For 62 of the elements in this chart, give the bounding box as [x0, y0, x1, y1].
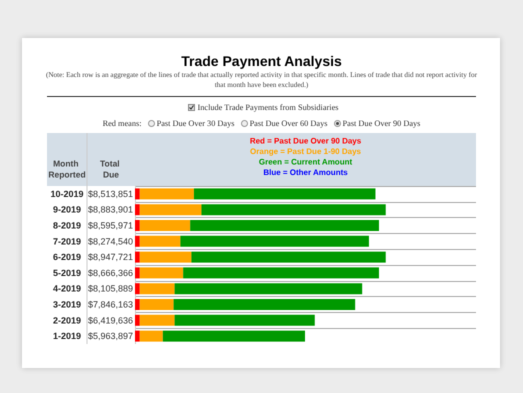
bar: [174, 283, 362, 294]
bar: [135, 236, 140, 247]
y2-tick-label: $8,274,540: [88, 236, 133, 246]
bar: [135, 330, 140, 342]
y-tick-label: 5-2019: [52, 268, 82, 278]
y2-tick-label: $8,666,366: [88, 268, 133, 278]
bar: [135, 267, 140, 278]
y2-tick-label: $6,419,636: [88, 315, 133, 326]
bar: [135, 188, 140, 200]
bar: [140, 299, 174, 310]
bar: [140, 252, 192, 263]
y-tick-label: 7-2019: [52, 236, 82, 246]
bar: [162, 330, 305, 342]
bar: [140, 314, 175, 326]
bar: [201, 204, 386, 216]
y-tick-label: 3-2019: [52, 300, 82, 310]
y2-tick-label: $8,947,721: [88, 252, 133, 262]
y2-tick-label: $8,883,901: [88, 204, 133, 215]
bar: [140, 267, 184, 278]
text: Past Due Over 30 Days: [156, 119, 236, 128]
bar: [174, 314, 315, 326]
y-tick-label: 9-2019: [52, 204, 82, 215]
y2-tick-label: $8,595,971: [88, 220, 133, 230]
bar: [140, 236, 180, 247]
y-tick-label: 6-2019: [52, 252, 82, 262]
y-tick-label: 8-2019: [52, 220, 82, 230]
bar: [135, 283, 140, 294]
bar: [135, 252, 140, 263]
y-axis-title: Month Reported: [48, 158, 86, 180]
y2-tick-label: $8,513,851: [88, 188, 133, 199]
y-tick-label: 10-2019: [50, 188, 84, 199]
y2-tick-label: $8,105,889: [88, 284, 133, 294]
text: Red = Past Due Over 90 Days: [250, 136, 362, 146]
text: Orange = Past Due 1-90 Days: [250, 147, 362, 156]
text: Past Due Over 90 Days: [342, 119, 420, 128]
y-tick-label: 1-2019: [52, 331, 82, 342]
bar: [140, 188, 194, 200]
bar: [135, 299, 140, 310]
bar: [190, 220, 379, 231]
bar: [140, 204, 202, 216]
bar: [183, 267, 379, 278]
y-tick-label: 4-2019: [52, 284, 82, 294]
bar: [191, 252, 386, 263]
bar: [194, 188, 376, 200]
y2-axis-title: Total Due: [100, 158, 122, 180]
bar: [180, 236, 369, 247]
text: Red means:: [102, 119, 143, 128]
text: Past Due Over 60 Days: [250, 119, 328, 128]
bar: [140, 330, 163, 342]
legend-label: Blue = Other Amounts: [263, 168, 348, 177]
y2-tick-label: $5,963,897: [88, 331, 133, 342]
y2-tick-label: $7,846,163: [88, 300, 133, 310]
bar: [135, 220, 140, 231]
bar: [140, 283, 175, 294]
bar: [135, 204, 140, 216]
bar: [135, 314, 140, 326]
bar: [174, 299, 356, 310]
chart-title: Trade Payment Analysis: [180, 53, 343, 69]
y-tick-label: 2-2019: [52, 315, 82, 326]
bar: [140, 220, 190, 231]
text: Green = Current Amount: [258, 158, 352, 166]
text: Include Trade Payments from Subsidiaries: [197, 103, 339, 112]
